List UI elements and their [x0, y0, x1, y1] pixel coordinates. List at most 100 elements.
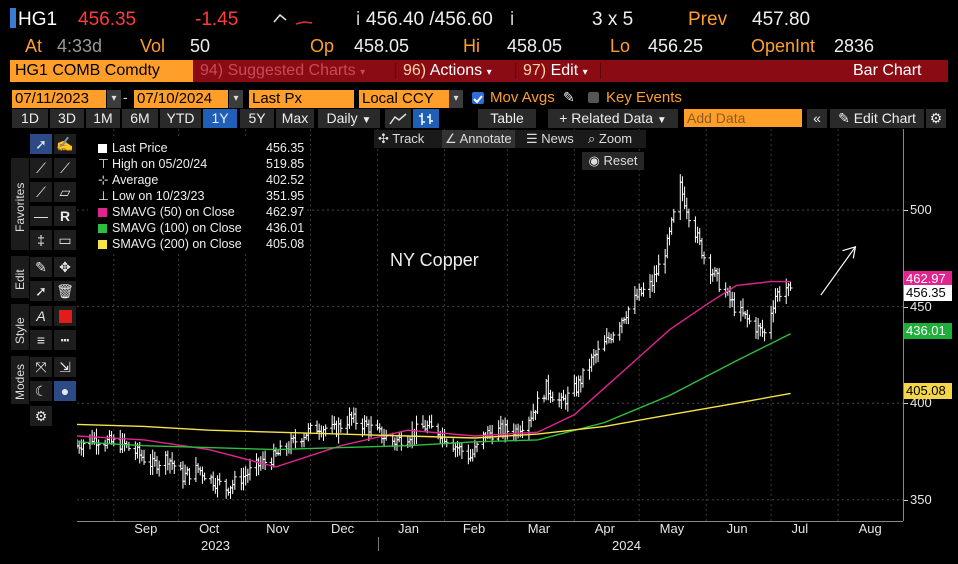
line-tool-icon[interactable]: ⟋	[30, 158, 52, 178]
legend-item-smavg-50[interactable]: SMAVG (50) on Close 462.97	[98, 204, 304, 220]
ohlc-bar	[753, 316, 758, 339]
ohlc-bar	[180, 461, 185, 489]
range-button-1y[interactable]: 1Y	[203, 109, 237, 128]
theme-mode-icon[interactable]: ☾	[30, 381, 52, 401]
legend-value: 456.35	[266, 141, 305, 155]
price-field-select[interactable]: Last Px	[249, 90, 354, 108]
range-button-max[interactable]: Max	[276, 109, 314, 128]
start-date-picker-icon[interactable]: ▾	[107, 90, 121, 108]
ohlc-bar	[423, 419, 428, 432]
font-style-icon[interactable]: A	[30, 306, 52, 326]
line-chart-button[interactable]	[385, 109, 411, 128]
ohlc-bar	[347, 407, 352, 429]
annotate-tool-icon[interactable]: ✍	[54, 134, 76, 154]
ohlc-bar	[457, 441, 462, 456]
annotate-button[interactable]: ∠ Annotate	[442, 130, 515, 148]
legend-item-average[interactable]: ⊹ Average 402.52	[98, 172, 304, 188]
menu-actions[interactable]: 96) Actions ▾	[403, 60, 492, 82]
related-data-button[interactable]: + Related Data ▼	[548, 109, 678, 128]
legend-item-last-price[interactable]: Last Price 456.35	[98, 140, 304, 156]
horizontal-line-icon[interactable]: —	[30, 206, 52, 226]
select-tool-icon[interactable]: ➚	[30, 281, 52, 301]
move-tool-icon[interactable]: ✥	[54, 257, 76, 277]
snap-mode-icon[interactable]: ⇲	[54, 357, 76, 377]
ohlc-bar	[632, 286, 637, 315]
ohlc-bar	[516, 423, 521, 439]
security-field[interactable]: HG1 COMB Comdty	[10, 60, 193, 82]
crosshair-mode-icon[interactable]: ⤧	[30, 357, 52, 377]
start-date-field[interactable]: 07/11/2023	[12, 90, 106, 108]
range-button-1d[interactable]: 1D	[12, 109, 48, 128]
ohlc-bar	[323, 424, 328, 437]
cursor-tool-icon[interactable]: ➚	[30, 134, 52, 154]
range-button-ytd[interactable]: YTD	[160, 109, 201, 128]
x-tick-label-mar: Mar	[527, 521, 551, 536]
track-button[interactable]: ✣ Track	[378, 131, 424, 147]
line-style-icon[interactable]: ┅	[54, 330, 76, 350]
edit-chart-button[interactable]: ✎ Edit Chart	[830, 109, 924, 128]
currency-select[interactable]: Local CCY	[359, 90, 449, 108]
range-button-3d[interactable]: 3D	[50, 109, 84, 128]
line-weight-icon[interactable]: ≡	[30, 330, 52, 350]
menu-separator	[515, 63, 516, 79]
color-swatch-icon[interactable]	[54, 306, 76, 326]
sidebar-tab-favorites[interactable]: Favorites	[11, 158, 29, 250]
reset-icon: ◉	[588, 153, 604, 168]
table-button[interactable]: Table	[478, 109, 536, 128]
frequency-select[interactable]: Daily ▼	[318, 109, 380, 128]
bar-chart-button[interactable]	[413, 109, 439, 128]
news-button[interactable]: ☰ News	[526, 131, 574, 147]
ohlc-bar	[740, 298, 745, 317]
sidebar-tab-edit[interactable]: Edit	[11, 256, 29, 298]
channel-tool-icon[interactable]: ▱	[54, 182, 76, 202]
key-events-checkbox[interactable]	[588, 92, 599, 103]
menu-suggested-charts[interactable]: 94) Suggested Charts ▾	[200, 60, 365, 82]
ohlc-bar	[304, 433, 309, 440]
sidebar-tab-style[interactable]: Style	[11, 304, 29, 350]
frequency-label: Daily	[326, 110, 358, 126]
legend-item-low[interactable]: ⊥ Low on 10/23/23 351.95	[98, 188, 304, 204]
currency-dropdown-icon[interactable]: ▾	[449, 90, 463, 108]
palette-mode-icon[interactable]: ●	[54, 381, 76, 401]
segment-tool-icon[interactable]: ⟋	[30, 182, 52, 202]
ohlc-bar	[414, 415, 419, 445]
settings-gear-icon[interactable]: ⚙	[30, 406, 52, 426]
ohlc-bar	[697, 228, 702, 245]
x-tick-label-apr: Apr	[594, 521, 615, 536]
open-interest-value: 2836	[834, 36, 875, 56]
pen-tool-icon[interactable]: ✎	[30, 257, 52, 277]
trash-icon[interactable]: 🗑	[54, 281, 76, 301]
reset-button[interactable]: ◉ Reset	[582, 152, 644, 170]
legend-item-smavg-200[interactable]: SMAVG (200) on Close 405.08	[98, 236, 304, 252]
ohlc-bar	[732, 292, 737, 317]
ohlc-bar	[775, 287, 780, 302]
range-button-1m[interactable]: 1M	[86, 109, 120, 128]
ohlc-bar	[617, 321, 622, 341]
ohlc-bar	[273, 447, 278, 457]
sidebar-tab-modes[interactable]: Modes	[11, 356, 29, 404]
ohlc-bar	[211, 471, 216, 491]
range-button-5y[interactable]: 5Y	[240, 109, 274, 128]
price-tag: 405.08	[904, 383, 952, 399]
fibonacci-tool-icon[interactable]: ‡	[30, 230, 52, 250]
end-date-picker-icon[interactable]: ▾	[229, 90, 243, 108]
gear-icon[interactable]: ⚙	[926, 109, 946, 128]
ohlc-bar	[548, 389, 553, 403]
range-button-6m[interactable]: 6M	[122, 109, 158, 128]
zoom-button[interactable]: ⌕ Zoom	[588, 131, 632, 147]
mov-avgs-checkbox[interactable]	[472, 92, 484, 104]
ray-tool-icon[interactable]: ⟋	[54, 158, 76, 178]
pencil-icon[interactable]: ✎	[563, 89, 575, 105]
add-data-input[interactable]: Add Data	[684, 109, 802, 127]
legend-item-high[interactable]: ⊤ High on 05/20/24 519.85	[98, 156, 304, 172]
legend-item-smavg-100[interactable]: SMAVG (100) on Close 436.01	[98, 220, 304, 236]
ohlc-bar	[723, 282, 728, 298]
ticker: HG1	[18, 9, 58, 30]
rectangle-tool-icon[interactable]: ▭	[54, 230, 76, 250]
related-data-label: + Related Data	[559, 110, 653, 126]
text-tool-icon[interactable]: R	[54, 206, 76, 226]
magnifier-icon: ⌕	[588, 131, 599, 146]
menu-edit[interactable]: 97) Edit ▾	[523, 60, 588, 82]
collapse-panel-icon[interactable]: «	[807, 109, 827, 128]
end-date-field[interactable]: 07/10/2024	[134, 90, 228, 108]
